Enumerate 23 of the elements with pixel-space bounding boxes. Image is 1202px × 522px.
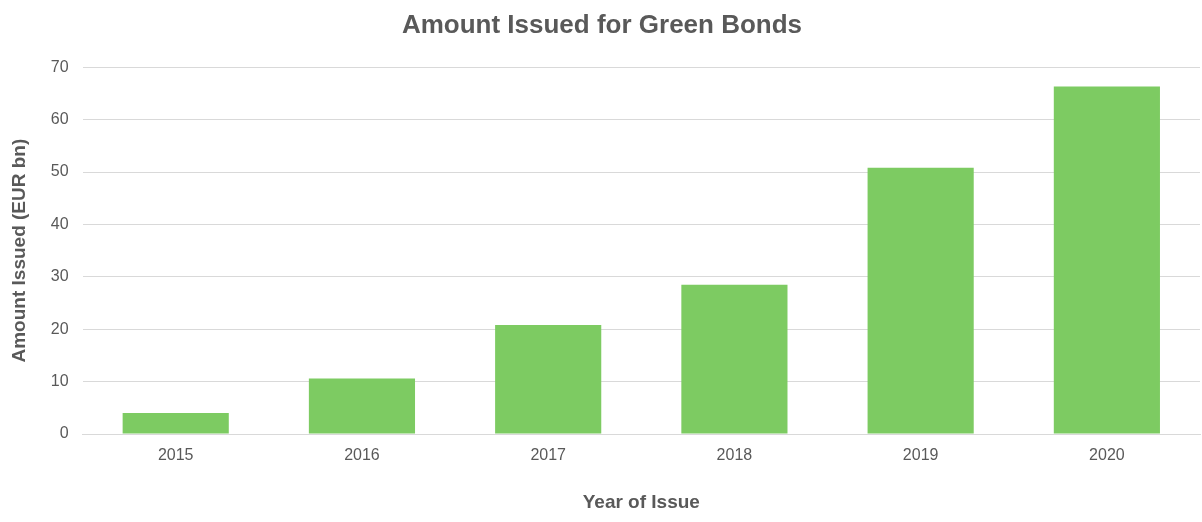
y-tick-label: 0 [59,424,69,442]
chart-title: Amount Issued for Green Bonds [401,8,803,39]
x-tick-label: 2020 [1089,446,1125,464]
x-tick-label: 2017 [530,446,567,464]
bar [681,284,788,434]
y-axis-title: Amount Issued (EUR bn) [7,138,29,363]
bar [867,167,974,434]
y-tick-label: 40 [50,214,69,232]
x-tick-label: 2018 [716,446,753,464]
bar [1053,86,1160,434]
x-tick-label: 2019 [902,446,939,464]
y-tick-label: 60 [50,110,69,128]
bar [122,413,229,434]
bar [308,378,416,434]
y-tick-label: 70 [50,57,69,75]
x-axis-title: Year of Issue [582,490,700,512]
y-tick-label: 20 [50,319,69,337]
bar [495,325,602,434]
y-tick-label: 10 [50,372,69,390]
x-tick-label: 2015 [157,446,194,464]
y-tick-label: 50 [50,162,69,180]
y-tick-label: 30 [50,267,69,285]
x-tick-label: 2016 [344,446,380,464]
